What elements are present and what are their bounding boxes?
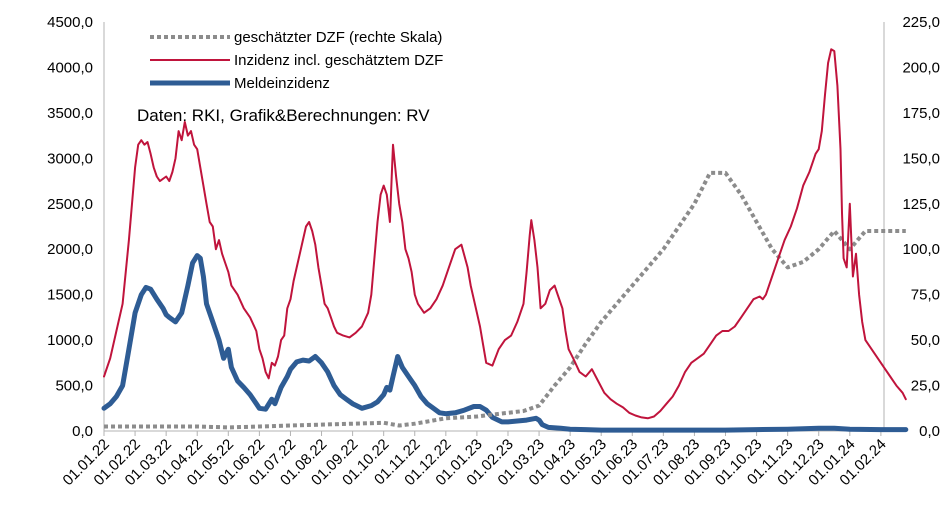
y-left-axis-labels: 0,0 500,0 1000,0 1500,0 2000,0 2500,0 3000,0 35… <box>47 14 93 440</box>
y-left-tick-label: 2000,0 <box>47 241 93 258</box>
y-right-tick-label: 125,0 <box>902 196 940 213</box>
legend-label-meldeinzidenz: Meldeinzidenz <box>234 75 330 92</box>
y-left-tick-label: 1500,0 <box>47 287 93 304</box>
y-left-tick-label: 2500,0 <box>47 196 93 213</box>
y-right-tick-label: 225,0 <box>902 14 940 31</box>
series-line-dzf <box>104 170 906 430</box>
y-right-tick-label: 75,0 <box>911 287 940 304</box>
source-annotation: Daten: RKI, Grafik&Berechnungen: RV <box>137 106 430 125</box>
y-left-tick-label: 500,0 <box>55 378 93 395</box>
series-line-inzidenz-dzf <box>103 48 907 420</box>
y-right-tick-label: 50,0 <box>911 332 940 349</box>
y-right-tick-label: 100,0 <box>902 241 940 258</box>
y-left-tick-label: 3500,0 <box>47 105 93 122</box>
legend-label-dzf: geschätzter DZF (rechte Skala) <box>234 29 442 46</box>
y-left-tick-label: 3000,0 <box>47 150 93 167</box>
y-left-tick-label: 4000,0 <box>47 59 93 76</box>
series-layer <box>101 48 909 433</box>
x-axis-labels: 01.01.2201.02.2201.03.2201.04.2201.05.22… <box>60 436 890 489</box>
y-right-tick-label: 150,0 <box>902 150 940 167</box>
y-left-tick-label: 4500,0 <box>47 14 93 31</box>
series-line-meldeinzidenz <box>101 253 909 433</box>
y-left-tick-label: 0,0 <box>72 423 93 440</box>
y-left-tick-label: 1000,0 <box>47 332 93 349</box>
y-right-tick-label: 25,0 <box>911 378 940 395</box>
y-right-axis-labels: 0,0 25,0 50,0 75,0 100,0 125,0 150,0 175,0 200,0… <box>902 14 940 440</box>
y-right-tick-label: 0,0 <box>919 423 940 440</box>
x-axis-ticks <box>103 431 882 436</box>
y-right-tick-label: 200,0 <box>902 59 940 76</box>
legend-label-inzidenz-dzf: Inzidenz incl. geschätztem DZF <box>234 52 443 69</box>
y-right-tick-label: 175,0 <box>902 105 940 122</box>
legend: geschätzter DZF (rechte Skala) Inzidenz … <box>150 29 443 92</box>
